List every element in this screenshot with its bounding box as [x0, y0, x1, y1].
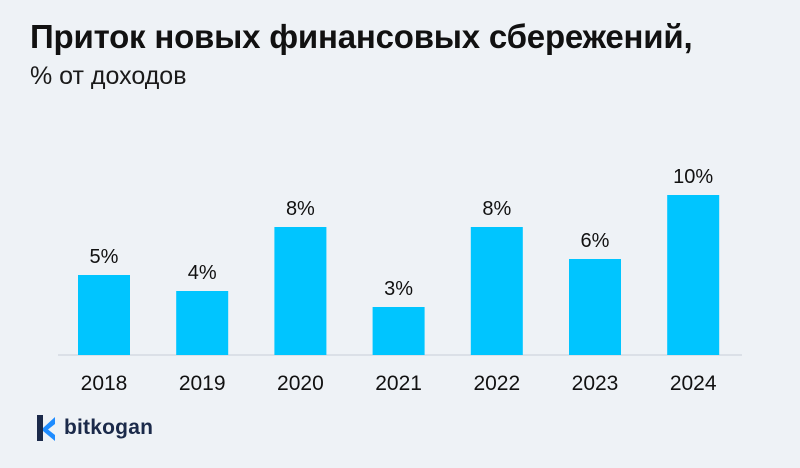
- x-tick-label-2019: 2019: [179, 372, 226, 395]
- bar-2019: [176, 291, 229, 355]
- value-label-2018: 5%: [90, 246, 119, 268]
- x-tick-label-2023: 2023: [572, 372, 619, 395]
- bars-group: [78, 195, 720, 355]
- x-tick-labels-group: 2018 2019 2020 2021 2022 2023 2024: [81, 372, 717, 395]
- x-tick-label-2020: 2020: [277, 372, 324, 395]
- bar-2021: [372, 307, 425, 355]
- value-label-2024: 10%: [673, 166, 713, 188]
- x-tick-label-2024: 2024: [670, 372, 717, 395]
- bar-2024: [667, 195, 720, 355]
- bar-2020: [274, 227, 327, 355]
- x-tick-label-2022: 2022: [473, 372, 520, 395]
- chart-title: Приток новых финансовых сбережений,: [30, 18, 693, 55]
- brand-name: bitkogan: [64, 416, 154, 439]
- bar-2018: [78, 275, 130, 355]
- value-label-2023: 6%: [581, 230, 610, 252]
- bitkogan-logo-icon: [37, 415, 55, 441]
- value-labels-group: 5% 4% 8% 3% 8% 6% 10%: [90, 166, 714, 300]
- brand-logo: bitkogan: [34, 414, 153, 442]
- bar-2022: [470, 227, 523, 355]
- x-tick-label-2021: 2021: [375, 372, 422, 395]
- value-label-2020: 8%: [286, 198, 315, 220]
- value-label-2021: 3%: [384, 278, 413, 300]
- chart-subtitle: % от доходов: [30, 62, 187, 90]
- value-label-2022: 8%: [482, 198, 511, 220]
- x-tick-label-2018: 2018: [81, 372, 128, 395]
- value-label-2019: 4%: [188, 262, 217, 284]
- bar-2023: [569, 259, 621, 355]
